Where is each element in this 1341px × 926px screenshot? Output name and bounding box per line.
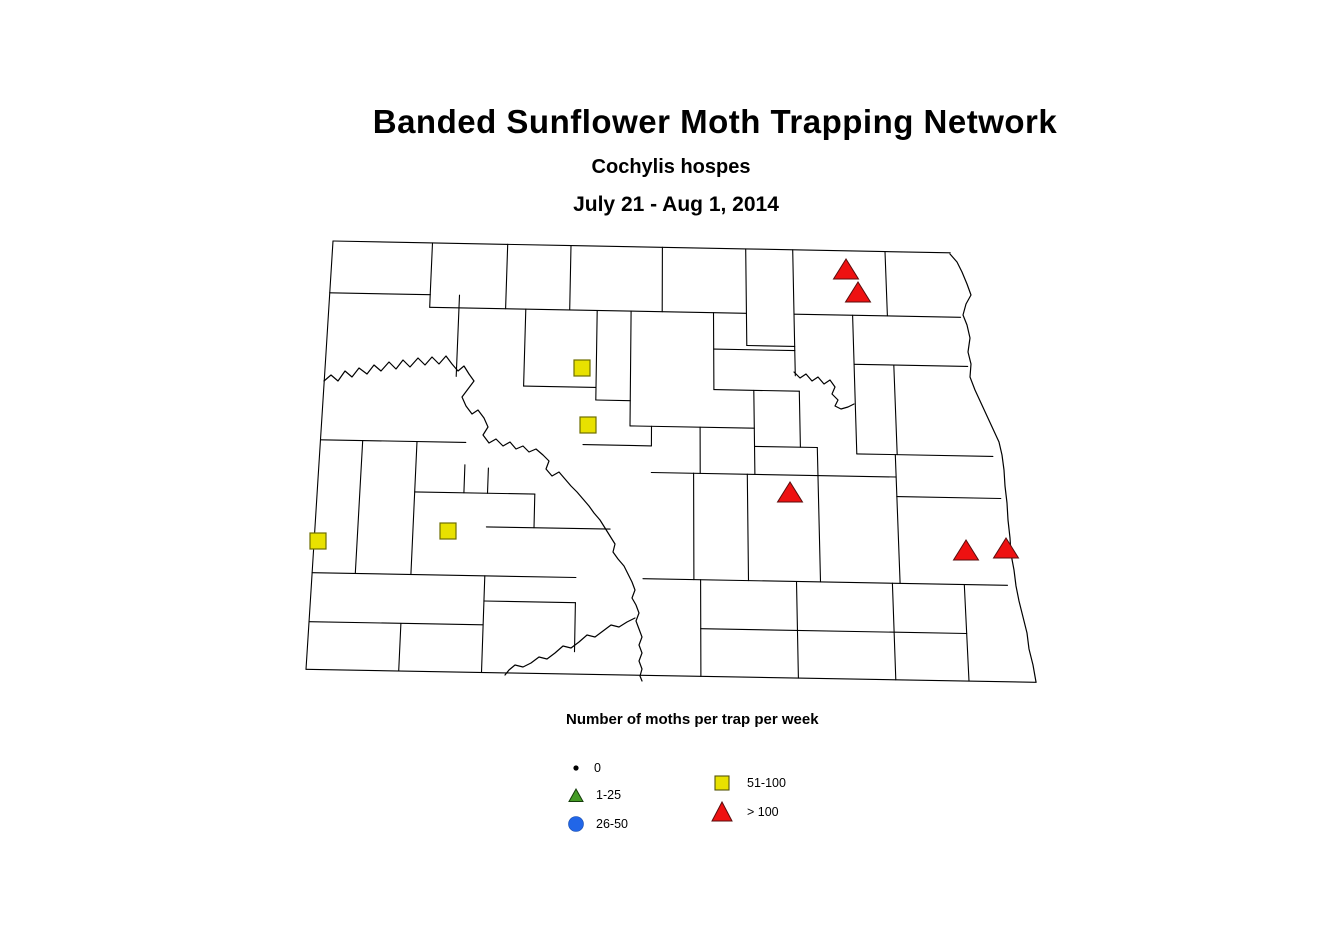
county-line xyxy=(308,621,484,626)
county-line xyxy=(595,309,598,401)
county-line xyxy=(746,344,796,347)
legend-label-gt-100: > 100 xyxy=(747,805,779,819)
county-line xyxy=(582,444,652,447)
county-line xyxy=(816,446,822,583)
county-line xyxy=(505,243,509,310)
trap-marker-square-51-100 xyxy=(579,416,597,434)
county-boundary-lines xyxy=(305,240,1037,683)
county-line xyxy=(595,399,631,402)
trap-marker-square-51-100 xyxy=(439,522,457,540)
county-line xyxy=(455,294,461,377)
trap-site-markers xyxy=(309,258,1020,561)
page-title: Banded Sunflower Moth Trapping Network xyxy=(372,103,1058,140)
county-line xyxy=(573,602,576,653)
county-line xyxy=(792,249,795,315)
county-line xyxy=(533,493,536,529)
county-line xyxy=(414,491,536,495)
legend-label-0: 0 xyxy=(594,761,601,775)
county-line xyxy=(642,578,1009,586)
state-border xyxy=(305,668,1037,683)
county-line xyxy=(894,454,901,584)
county-line xyxy=(569,245,572,311)
county-line xyxy=(486,467,489,494)
county-line xyxy=(354,439,364,575)
county-line xyxy=(463,464,466,494)
state-border xyxy=(332,240,951,254)
county-line xyxy=(793,313,962,318)
county-line xyxy=(856,453,994,457)
county-line xyxy=(629,425,755,429)
legend-circle-26-50-icon xyxy=(568,816,584,832)
legend-title: Number of moths per trap per week xyxy=(566,711,819,728)
county-line xyxy=(523,385,597,388)
county-line xyxy=(753,389,756,475)
trap-marker-square-51-100 xyxy=(309,532,327,550)
state-border xyxy=(305,240,334,670)
legend-triangle-gt100-icon xyxy=(711,800,733,822)
county-line xyxy=(852,314,858,455)
county-line xyxy=(329,292,431,296)
county-line xyxy=(311,572,577,579)
county-line xyxy=(891,582,897,681)
trap-marker-triangle-gt-100 xyxy=(844,281,872,303)
county-line xyxy=(429,306,747,314)
subtitle-species: Cochylis hospes xyxy=(591,156,751,178)
legend-triangle-1-25-icon xyxy=(568,787,584,802)
trap-marker-triangle-gt-100 xyxy=(832,258,860,280)
county-line xyxy=(753,445,818,449)
devils-lake-shore xyxy=(793,371,855,410)
county-line xyxy=(485,526,611,530)
county-line xyxy=(410,440,418,576)
river-lines xyxy=(323,253,1037,683)
cedar-river xyxy=(504,617,636,676)
county-line xyxy=(483,600,576,604)
trap-marker-triangle-gt-100 xyxy=(992,537,1020,559)
county-line xyxy=(896,496,1002,500)
county-line xyxy=(963,583,970,682)
county-line xyxy=(523,308,527,387)
missouri-river xyxy=(323,355,643,682)
county-line xyxy=(884,251,888,317)
red-river-border xyxy=(949,253,1037,683)
trap-marker-square-51-100 xyxy=(573,359,591,377)
county-line xyxy=(629,310,632,427)
county-line xyxy=(746,473,750,582)
county-line xyxy=(429,294,431,308)
county-line xyxy=(713,389,800,392)
county-line xyxy=(745,248,748,347)
trap-marker-triangle-gt-100 xyxy=(952,539,980,561)
county-line xyxy=(893,364,898,456)
legend-label-26-50: 26-50 xyxy=(596,817,628,831)
subtitle-date-range: July 21 - Aug 1, 2014 xyxy=(573,193,779,216)
county-line xyxy=(793,313,796,377)
county-line xyxy=(650,471,897,478)
county-line xyxy=(700,628,968,635)
legend-square-51-100-icon xyxy=(714,775,730,791)
county-line xyxy=(853,363,969,367)
legend-dot-0-icon xyxy=(573,765,579,771)
county-line xyxy=(713,348,796,352)
county-line xyxy=(798,390,801,448)
county-line xyxy=(429,242,434,296)
county-line xyxy=(398,622,402,672)
legend-symbols xyxy=(568,765,733,832)
county-line xyxy=(480,575,486,673)
county-line xyxy=(319,439,467,443)
trap-marker-triangle-gt-100 xyxy=(776,481,804,503)
legend-label-51-100: 51-100 xyxy=(747,776,786,790)
legend-label-1-25: 1-25 xyxy=(596,788,622,802)
county-line xyxy=(795,580,799,679)
